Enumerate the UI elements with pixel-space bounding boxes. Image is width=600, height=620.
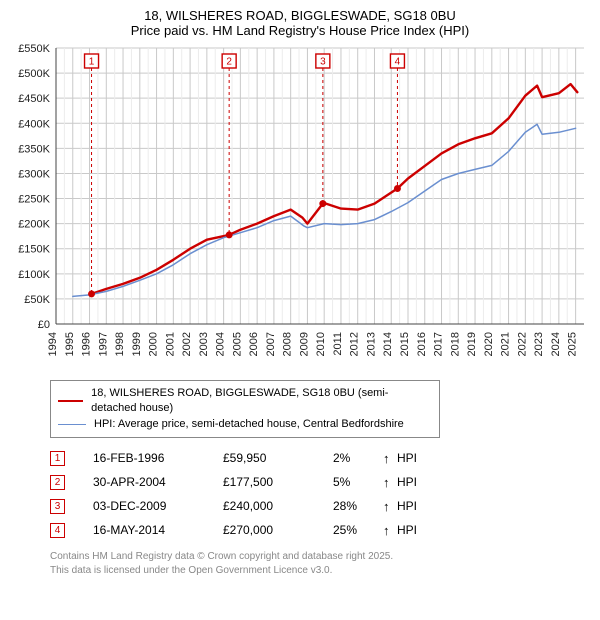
sale-pct: 5%: [333, 475, 383, 489]
svg-text:1999: 1999: [131, 332, 143, 356]
footnote: Contains HM Land Registry data © Crown c…: [50, 550, 590, 577]
sale-index-box: 1: [50, 451, 65, 466]
sale-index-box: 4: [50, 523, 65, 538]
svg-text:2020: 2020: [483, 332, 495, 356]
svg-text:£200K: £200K: [18, 219, 50, 231]
sale-pct: 28%: [333, 499, 383, 513]
arrow-up-icon: ↑: [383, 523, 397, 538]
hpi-label: HPI: [397, 451, 433, 465]
svg-text:£100K: £100K: [18, 269, 50, 281]
price-chart: £0 £50K £100K £150K £200K £250K £300K £350K £400…: [10, 44, 590, 374]
arrow-up-icon: ↑: [383, 475, 397, 490]
hpi-label: HPI: [397, 475, 433, 489]
chart-legend: 18, WILSHERES ROAD, BIGGLESWADE, SG18 0B…: [50, 380, 440, 438]
svg-text:2007: 2007: [265, 332, 277, 356]
sales-row: 3 03-DEC-2009£240,00028%↑HPI: [50, 494, 590, 518]
sale-pct: 2%: [333, 451, 383, 465]
svg-text:1996: 1996: [81, 332, 93, 356]
svg-text:£50K: £50K: [24, 294, 50, 306]
svg-text:2003: 2003: [198, 332, 210, 356]
svg-text:2019: 2019: [466, 332, 478, 356]
svg-text:1: 1: [89, 57, 95, 68]
svg-text:£0: £0: [38, 319, 50, 331]
sale-price: £270,000: [223, 523, 333, 537]
sale-pct: 25%: [333, 523, 383, 537]
sale-date: 16-MAY-2014: [93, 523, 223, 537]
svg-text:2002: 2002: [181, 332, 193, 356]
chart-title-line1: 18, WILSHERES ROAD, BIGGLESWADE, SG18 0B…: [10, 8, 590, 23]
svg-text:2: 2: [226, 57, 232, 68]
legend-row: HPI: Average price, semi-detached house,…: [58, 417, 432, 432]
svg-text:2024: 2024: [550, 332, 562, 356]
svg-text:2018: 2018: [449, 332, 461, 356]
svg-text:2023: 2023: [533, 332, 545, 356]
legend-label: 18, WILSHERES ROAD, BIGGLESWADE, SG18 0B…: [91, 386, 432, 417]
svg-text:1994: 1994: [47, 332, 59, 356]
hpi-label: HPI: [397, 523, 433, 537]
svg-text:2010: 2010: [315, 332, 327, 356]
svg-text:£350K: £350K: [18, 143, 50, 155]
sale-date: 16-FEB-1996: [93, 451, 223, 465]
svg-text:2006: 2006: [248, 332, 260, 356]
svg-text:2016: 2016: [416, 332, 428, 356]
svg-text:2004: 2004: [215, 332, 227, 356]
svg-text:2001: 2001: [164, 332, 176, 356]
svg-text:2025: 2025: [567, 332, 579, 356]
svg-text:3: 3: [320, 57, 326, 68]
svg-text:2013: 2013: [365, 332, 377, 356]
sale-price: £59,950: [223, 451, 333, 465]
svg-text:£500K: £500K: [18, 68, 50, 80]
sales-table: 116-FEB-1996£59,9502%↑HPI230-APR-2004£17…: [50, 446, 590, 542]
svg-text:1997: 1997: [97, 332, 109, 356]
sales-row: 2 30-APR-2004£177,5005%↑HPI: [50, 470, 590, 494]
legend-row: 18, WILSHERES ROAD, BIGGLESWADE, SG18 0B…: [58, 386, 432, 417]
sales-row: 1 16-FEB-1996£59,9502%↑HPI: [50, 446, 590, 470]
svg-text:2012: 2012: [349, 332, 361, 356]
svg-text:2005: 2005: [231, 332, 243, 356]
svg-text:£550K: £550K: [18, 44, 50, 55]
sale-price: £240,000: [223, 499, 333, 513]
svg-text:1995: 1995: [64, 332, 76, 356]
sale-index-box: 3: [50, 499, 65, 514]
hpi-label: HPI: [397, 499, 433, 513]
footnote-line2: This data is licensed under the Open Gov…: [50, 564, 590, 578]
svg-text:2017: 2017: [433, 332, 445, 356]
legend-swatch: [58, 424, 86, 425]
footnote-line1: Contains HM Land Registry data © Crown c…: [50, 550, 590, 564]
svg-text:2014: 2014: [382, 332, 394, 356]
legend-label: HPI: Average price, semi-detached house,…: [94, 417, 404, 432]
svg-text:1998: 1998: [114, 332, 126, 356]
arrow-up-icon: ↑: [383, 451, 397, 466]
svg-text:£250K: £250K: [18, 194, 50, 206]
svg-text:£400K: £400K: [18, 118, 50, 130]
svg-text:£300K: £300K: [18, 168, 50, 180]
svg-text:2022: 2022: [516, 332, 528, 356]
svg-text:2009: 2009: [298, 332, 310, 356]
arrow-up-icon: ↑: [383, 499, 397, 514]
svg-text:2021: 2021: [500, 332, 512, 356]
sale-date: 03-DEC-2009: [93, 499, 223, 513]
sale-index-box: 2: [50, 475, 65, 490]
svg-text:2011: 2011: [332, 332, 344, 356]
svg-text:£150K: £150K: [18, 244, 50, 256]
sale-price: £177,500: [223, 475, 333, 489]
sale-date: 30-APR-2004: [93, 475, 223, 489]
svg-text:2008: 2008: [282, 332, 294, 356]
svg-text:2000: 2000: [148, 332, 160, 356]
chart-title-line2: Price paid vs. HM Land Registry's House …: [10, 23, 590, 38]
svg-text:4: 4: [395, 57, 401, 68]
svg-text:£450K: £450K: [18, 93, 50, 105]
svg-text:2015: 2015: [399, 332, 411, 356]
legend-swatch: [58, 400, 83, 402]
sales-row: 4 16-MAY-2014£270,00025%↑HPI: [50, 518, 590, 542]
